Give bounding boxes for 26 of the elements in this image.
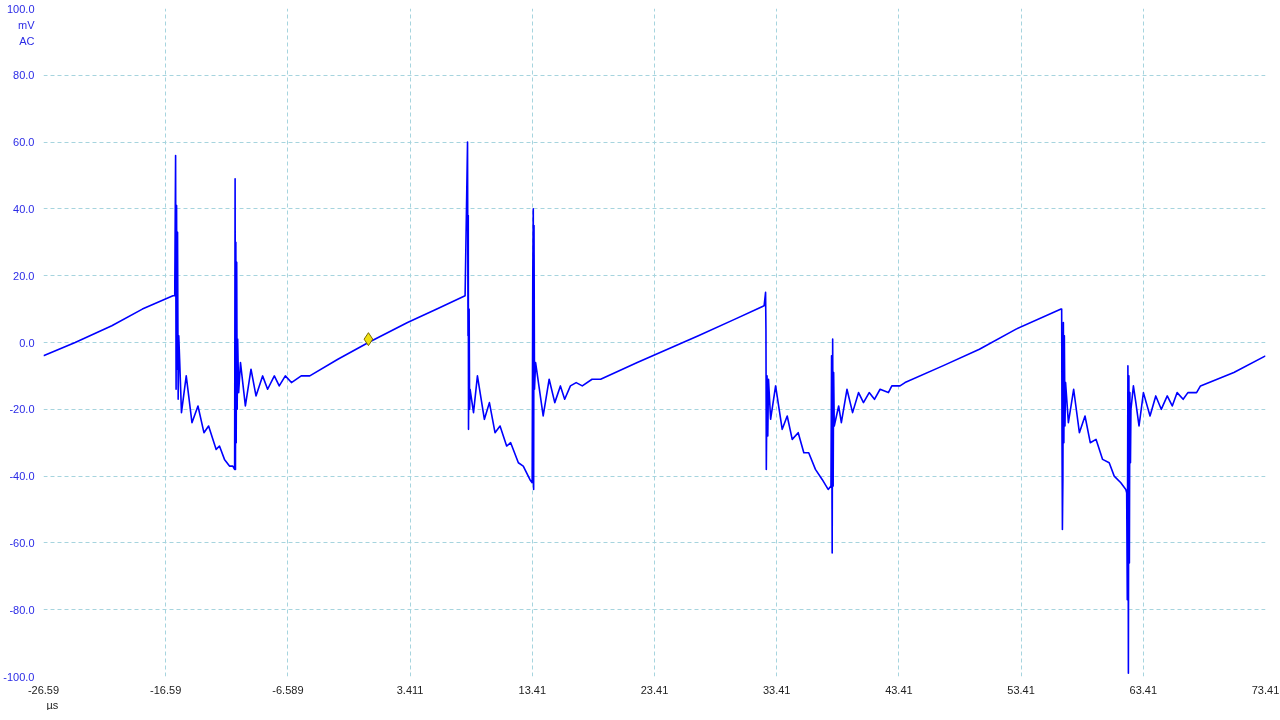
- line-series: [43, 141, 1266, 674]
- x-tick-label: 33.41: [762, 683, 791, 696]
- x-tick-label: 3.411: [396, 683, 424, 696]
- y-tick-label: 0.0: [19, 336, 35, 349]
- x-tick-label: -26.59: [27, 683, 60, 696]
- x-axis-title: µs: [46, 698, 59, 711]
- x-tick-label: 53.41: [1007, 683, 1035, 696]
- y-tick-label: -100.0: [3, 670, 35, 683]
- y-tick-label: 60.0: [13, 136, 35, 149]
- x-tick-label: -6.589: [272, 683, 304, 696]
- y-tick-label: 100.0: [6, 2, 35, 15]
- y-tick-label: 40.0: [13, 202, 35, 215]
- y-tick-label: 20.0: [13, 269, 35, 282]
- y-tick-label: 80.0: [13, 69, 35, 82]
- x-tick-label: 63.41: [1129, 683, 1158, 696]
- x-tick-label: -16.59: [150, 683, 182, 696]
- x-tick-label: 23.41: [640, 683, 669, 696]
- y-tick-label: -60.0: [9, 536, 35, 549]
- y-axis-title: mV: [18, 18, 36, 31]
- y-tick-label: -20.0: [9, 403, 35, 416]
- x-tick-label: 43.41: [885, 683, 913, 696]
- text: AC: [19, 34, 35, 47]
- x-tick-label: 73.41: [1251, 683, 1280, 696]
- y-tick-label: -80.0: [9, 603, 35, 616]
- y-tick-label: -40.0: [9, 470, 35, 483]
- x-tick-label: 13.41: [518, 683, 547, 696]
